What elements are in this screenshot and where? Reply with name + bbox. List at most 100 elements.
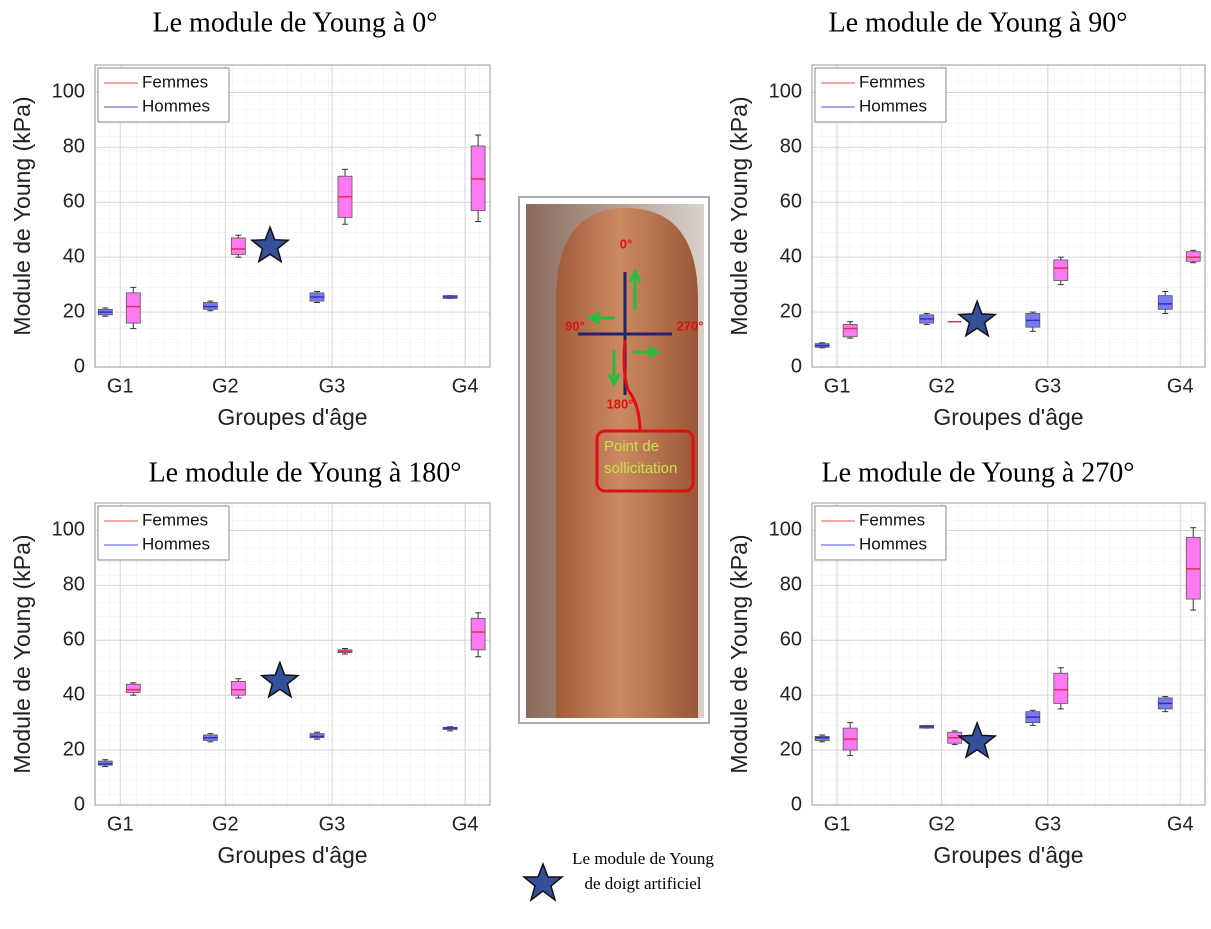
callout-label: Point de sollicitation: [604, 438, 678, 477]
y-tick-label: 40: [63, 245, 85, 267]
x-tick-label: G3: [1034, 375, 1061, 397]
legend-box: [814, 505, 947, 561]
box: [230, 237, 246, 255]
star-marker: [249, 225, 291, 264]
y-tick-label: 20: [63, 300, 85, 322]
star-marker: [259, 660, 300, 699]
chart-title: Le module de Young à 90°: [829, 7, 1128, 38]
legend-label: Hommes: [859, 96, 927, 115]
y-axis-title: Module de Young (kPa): [9, 96, 35, 335]
y-tick-label: 0: [74, 793, 85, 815]
y-tick-label: 100: [52, 519, 85, 541]
x-tick-label: G1: [824, 813, 851, 835]
x-tick-label: G1: [824, 375, 851, 397]
y-tick-label: 60: [63, 629, 85, 651]
box: [470, 617, 486, 651]
y-tick-label: 20: [780, 738, 802, 760]
legend-label: Hommes: [859, 534, 927, 553]
x-tick-label: G3: [1034, 813, 1061, 835]
plot-frame: [94, 64, 491, 368]
x-tick-label: G3: [319, 375, 346, 397]
x-tick-label: G2: [212, 813, 239, 835]
angle-label: 180°: [607, 396, 634, 411]
x-tick-label: G2: [928, 375, 955, 397]
x-axis-title: Groupes d'âge: [933, 842, 1083, 868]
x-tick-label: G4: [452, 375, 479, 397]
y-tick-label: 20: [780, 300, 802, 322]
star-marker: [956, 720, 998, 759]
y-tick-label: 20: [63, 738, 85, 760]
x-tick-label: G4: [1167, 813, 1194, 835]
y-tick-label: 40: [780, 245, 802, 267]
y-tick-label: 0: [74, 355, 85, 377]
y-tick-label: 100: [52, 81, 85, 103]
x-axis-title: Groupes d'âge: [217, 842, 367, 868]
y-tick-label: 80: [780, 574, 802, 596]
box: [230, 681, 246, 696]
box: [1053, 259, 1069, 281]
panel: Le module de Young à 90° 0 20 40 60 80 100 G1 G2…: [726, 7, 1206, 430]
x-tick-label: G2: [212, 375, 239, 397]
box: [1157, 295, 1173, 310]
angle-label: 0°: [620, 236, 632, 251]
legend-label: Femmes: [859, 510, 925, 529]
box: [1053, 672, 1069, 704]
arrow-right: [633, 345, 662, 359]
panel: Le module de Young à 0° 0 20 40 60 80 100 G1 G2 G…: [9, 7, 491, 430]
y-tick-label: 80: [63, 136, 85, 158]
legend-box: [814, 67, 947, 123]
x-tick-label: G1: [107, 813, 134, 835]
y-tick-label: 80: [780, 136, 802, 158]
x-tick-label: G4: [1167, 375, 1194, 397]
legend-box: [97, 505, 230, 561]
star-legend-label: Le module de Young de doigt artificiel: [572, 849, 714, 893]
arrow-up: [628, 268, 642, 310]
arrow-down: [607, 350, 621, 388]
plot-frame: [94, 502, 491, 806]
y-tick-label: 0: [791, 355, 802, 377]
star-marker: [956, 299, 998, 338]
box: [842, 324, 858, 338]
y-tick-label: 0: [791, 793, 802, 815]
legend-label: Femmes: [859, 72, 925, 91]
arrow-left: [586, 311, 615, 325]
box: [125, 292, 141, 324]
y-tick-label: 100: [769, 519, 802, 541]
plot-frame: [811, 502, 1206, 806]
x-tick-label: G1: [107, 375, 134, 397]
y-axis-title: Module de Young (kPa): [726, 534, 752, 773]
legend-label: Hommes: [142, 96, 210, 115]
callout-line: [622, 339, 642, 433]
angle-label: 270°: [677, 318, 704, 333]
box: [125, 683, 141, 693]
legend-label: Femmes: [142, 510, 208, 529]
chart-title: Le module de Young à 0°: [153, 7, 438, 38]
x-tick-label: G3: [319, 813, 346, 835]
chart-title: Le module de Young à 270°: [822, 457, 1135, 488]
x-axis-title: Groupes d'âge: [933, 404, 1083, 430]
y-axis-title: Module de Young (kPa): [9, 534, 35, 773]
x-tick-label: G2: [928, 813, 955, 835]
y-tick-label: 60: [780, 191, 802, 213]
y-tick-label: 60: [780, 629, 802, 651]
legend-label: Hommes: [142, 534, 210, 553]
chart-title: Le module de Young à 180°: [149, 457, 462, 488]
photo: 0° 90° 270° 180°: [518, 196, 710, 724]
y-axis-title: Module de Young (kPa): [726, 96, 752, 335]
plot-frame: [811, 64, 1206, 368]
y-tick-label: 60: [63, 191, 85, 213]
panel: Le module de Young à 270° 0 20 40 60 80 100 G1 G…: [726, 457, 1206, 868]
panel: Le module de Young à 180° 0 20 40 60 80 100 G1 G…: [9, 457, 491, 868]
x-tick-label: G4: [452, 813, 479, 835]
legend-label: Femmes: [142, 72, 208, 91]
star-legend-icon: [521, 861, 565, 902]
y-tick-label: 40: [63, 683, 85, 705]
legend-box: [97, 67, 230, 123]
y-tick-label: 100: [769, 81, 802, 103]
y-tick-label: 40: [780, 683, 802, 705]
y-tick-label: 80: [63, 574, 85, 596]
angle-label: 90°: [565, 318, 585, 333]
x-axis-title: Groupes d'âge: [217, 404, 367, 430]
